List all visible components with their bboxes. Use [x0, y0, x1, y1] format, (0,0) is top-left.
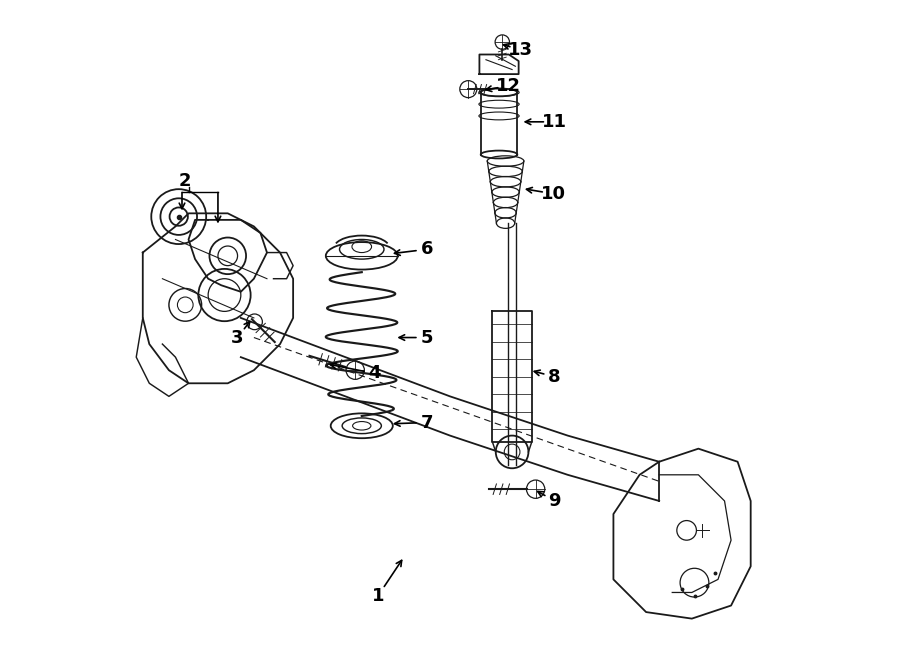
Text: 10: 10: [541, 185, 566, 203]
Text: 6: 6: [421, 240, 434, 258]
Text: 7: 7: [421, 414, 434, 432]
Text: 5: 5: [421, 328, 434, 346]
Text: 9: 9: [548, 492, 561, 510]
Text: 2: 2: [179, 171, 192, 189]
Text: 1: 1: [372, 587, 384, 604]
Text: 3: 3: [231, 328, 244, 346]
Text: 8: 8: [548, 368, 561, 386]
Text: 11: 11: [542, 113, 567, 131]
Text: 12: 12: [496, 77, 521, 95]
Text: 4: 4: [369, 365, 381, 383]
Text: 13: 13: [508, 41, 533, 59]
